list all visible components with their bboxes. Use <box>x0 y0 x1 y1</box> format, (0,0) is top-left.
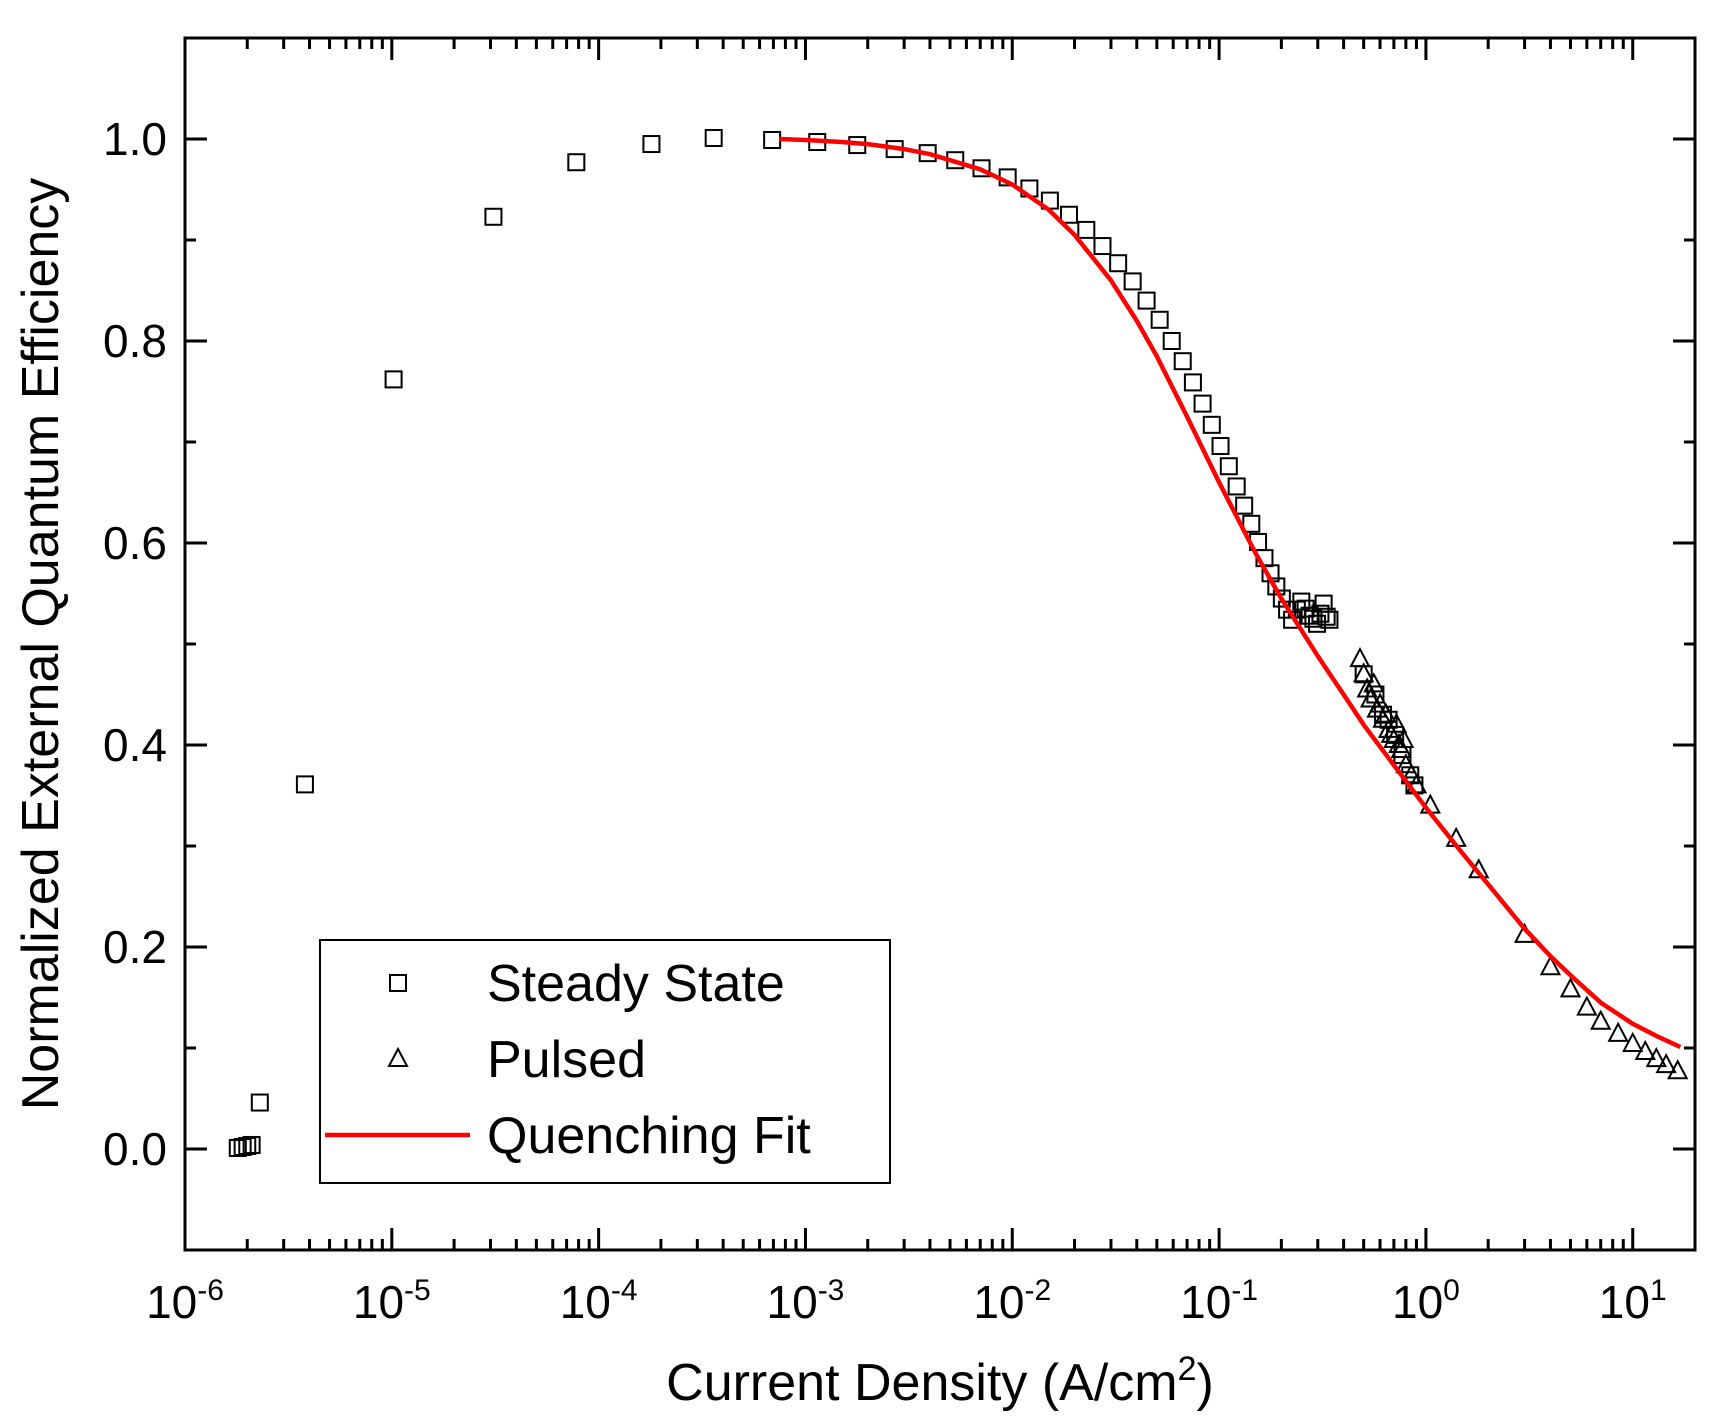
data-point-square <box>1137 291 1156 310</box>
data-point-triangle <box>1400 763 1422 784</box>
data-point-square <box>242 1135 261 1154</box>
series-quenching-fit <box>779 136 1682 1050</box>
y-tick-label: 0.0 <box>103 1123 167 1175</box>
data-point-triangle <box>1576 995 1598 1016</box>
data-point-square <box>1202 415 1221 434</box>
data-point-square <box>484 207 503 226</box>
data-series <box>228 128 1689 1157</box>
data-point-square <box>1077 220 1096 239</box>
data-point-triangle <box>1645 1046 1667 1068</box>
data-point-square <box>1162 332 1181 350</box>
data-point-square <box>1235 496 1254 515</box>
data-point-square <box>1109 254 1128 273</box>
data-point-square <box>384 370 403 389</box>
data-point-square <box>1150 310 1169 329</box>
y-tick-label: 0.2 <box>103 921 167 973</box>
legend-symbol-triangle <box>387 1046 409 1067</box>
data-point-square <box>1242 514 1261 533</box>
data-point-square <box>238 1136 257 1155</box>
data-point-triangle <box>1395 753 1417 774</box>
legend-label: Steady State <box>487 955 785 1013</box>
data-point-square <box>1211 437 1230 456</box>
data-point-triangle <box>1634 1039 1656 1061</box>
legend: Steady State Pulsed Quenching Fit <box>319 939 891 1184</box>
x-tick-label: 10-6 <box>146 1274 224 1328</box>
data-point-square <box>567 153 586 172</box>
data-point-square <box>1272 589 1291 608</box>
data-point-square <box>1320 610 1339 629</box>
legend-symbol-square <box>389 974 407 992</box>
data-point-triangle <box>1363 672 1385 693</box>
x-tick-label: 10-5 <box>353 1274 431 1328</box>
data-point-triangle <box>1349 647 1371 668</box>
fit-line <box>779 136 1682 1050</box>
y-tick-label: 0.6 <box>103 517 167 569</box>
y-axis-title: Normalized External Quantum Efficiency <box>12 178 70 1111</box>
y-tick-label: 0.4 <box>103 719 167 771</box>
axis-tick-labels: 10-6 10-5 10-4 10-3 10-2 10-1 100 101 0.0 0.2 0.4 0… <box>103 113 1667 1328</box>
data-point-triangle <box>1392 727 1415 748</box>
y-tick-label: 0.8 <box>103 315 167 367</box>
x-tick-label: 10-2 <box>973 1274 1051 1328</box>
data-point-square <box>704 128 723 147</box>
data-point-square <box>1183 373 1202 392</box>
data-point-triangle <box>1622 1031 1644 1052</box>
x-tick-label: 101 <box>1599 1274 1667 1328</box>
axis-ticks <box>183 36 1697 1252</box>
data-point-triangle <box>1375 702 1397 723</box>
data-point-square <box>1219 457 1238 476</box>
data-point-triangle <box>1607 1021 1629 1042</box>
data-point-square <box>1173 352 1192 371</box>
data-point-square <box>1227 477 1246 496</box>
x-tick-label: 100 <box>1392 1274 1460 1328</box>
data-point-square <box>642 135 661 154</box>
x-tick-label: 10-1 <box>1180 1274 1258 1328</box>
legend-items: Steady State Pulsed Quenching Fit <box>325 955 811 1165</box>
x-tick-label: 10-4 <box>560 1274 638 1328</box>
data-point-square <box>1267 577 1286 596</box>
data-point-triangle <box>1359 687 1382 708</box>
x-axis-title: Current Density (A/cm2) <box>666 1350 1214 1412</box>
data-point-triangle <box>1353 662 1375 683</box>
data-point-triangle <box>1559 977 1582 998</box>
x-tick-label: 10-3 <box>767 1274 845 1328</box>
data-point-square <box>763 131 782 150</box>
data-point-square <box>1193 394 1212 413</box>
data-point-square <box>250 1093 269 1112</box>
legend-label: Pulsed <box>487 1031 646 1089</box>
data-point-triangle <box>1385 712 1408 733</box>
data-point-triangle <box>1390 737 1412 759</box>
data-point-square <box>1317 607 1336 626</box>
data-point-square <box>1311 604 1330 623</box>
data-point-square <box>1123 272 1142 291</box>
data-point-triangle <box>1667 1059 1689 1080</box>
data-point-square <box>1093 237 1112 256</box>
legend-box <box>319 939 891 1184</box>
data-point-square <box>1059 205 1078 224</box>
data-point-square <box>295 775 314 794</box>
series-pulsed <box>1349 647 1689 1080</box>
data-point-triangle <box>1369 692 1391 713</box>
data-point-triangle <box>1655 1053 1677 1074</box>
data-point-square <box>228 1138 247 1157</box>
data-point-triangle <box>1590 1009 1612 1030</box>
legend-label: Quenching Fit <box>487 1107 811 1165</box>
y-tick-label: 1.0 <box>103 113 167 165</box>
data-point-triangle <box>1539 955 1562 976</box>
